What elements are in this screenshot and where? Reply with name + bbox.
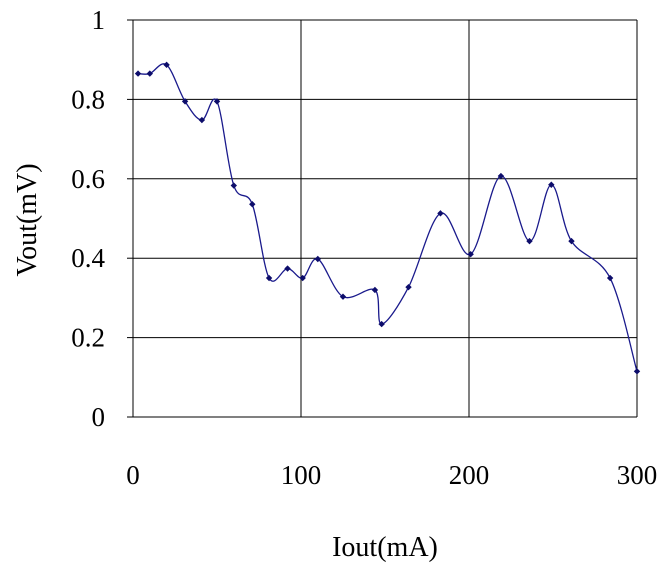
data-point-marker-17 — [467, 251, 474, 258]
y-tick-labels: 0 0.2 0.4 0.6 0.8 1 — [71, 5, 105, 432]
data-point-marker-4 — [198, 116, 206, 124]
data-point-marker-10 — [299, 274, 306, 282]
y-axis-title: Vout(mV) — [12, 163, 43, 276]
x-tick-label-2: 200 — [449, 460, 490, 490]
data-point-marker-18 — [497, 172, 505, 180]
x-tick-label-1: 100 — [281, 460, 322, 490]
data-point-marker-3 — [181, 98, 189, 105]
data-point-marker-21 — [568, 237, 575, 245]
data-point-marker-1 — [146, 70, 153, 77]
data-point-marker-0 — [134, 70, 142, 77]
data-point-marker-16 — [437, 210, 444, 217]
data-point-marker-11 — [314, 255, 321, 263]
data-point-marker-22 — [606, 274, 614, 282]
data-point-marker-19 — [526, 237, 533, 245]
y-tick-label-1: 0.2 — [71, 323, 105, 353]
data-series — [134, 61, 641, 375]
x-tick-labels: 0 100 200 300 — [126, 460, 657, 490]
data-point-marker-8 — [265, 274, 273, 282]
y-tick-label-4: 0.8 — [71, 84, 105, 114]
y-tick-label-5: 1 — [92, 5, 106, 35]
grid-lines — [133, 19, 638, 417]
x-tick-label-3: 300 — [617, 460, 658, 490]
data-point-marker-12 — [339, 293, 347, 300]
data-point-marker-7 — [249, 201, 256, 208]
series-line-0 — [138, 63, 638, 372]
x-tick-label-0: 0 — [126, 460, 140, 490]
axes — [127, 19, 637, 418]
y-tick-label-3: 0.6 — [71, 164, 105, 194]
data-point-marker-13 — [371, 286, 379, 294]
data-point-marker-20 — [548, 181, 555, 188]
x-axis-title: Iout(mA) — [332, 532, 438, 563]
data-point-marker-6 — [230, 182, 237, 189]
data-point-marker-14 — [378, 320, 385, 328]
y-tick-label-2: 0.4 — [71, 243, 105, 273]
data-point-marker-9 — [284, 265, 291, 272]
data-point-marker-15 — [405, 283, 412, 291]
y-tick-label-0: 0 — [92, 402, 106, 432]
data-point-marker-5 — [213, 98, 221, 105]
data-point-marker-23 — [633, 368, 641, 375]
data-point-marker-2 — [163, 61, 170, 69]
